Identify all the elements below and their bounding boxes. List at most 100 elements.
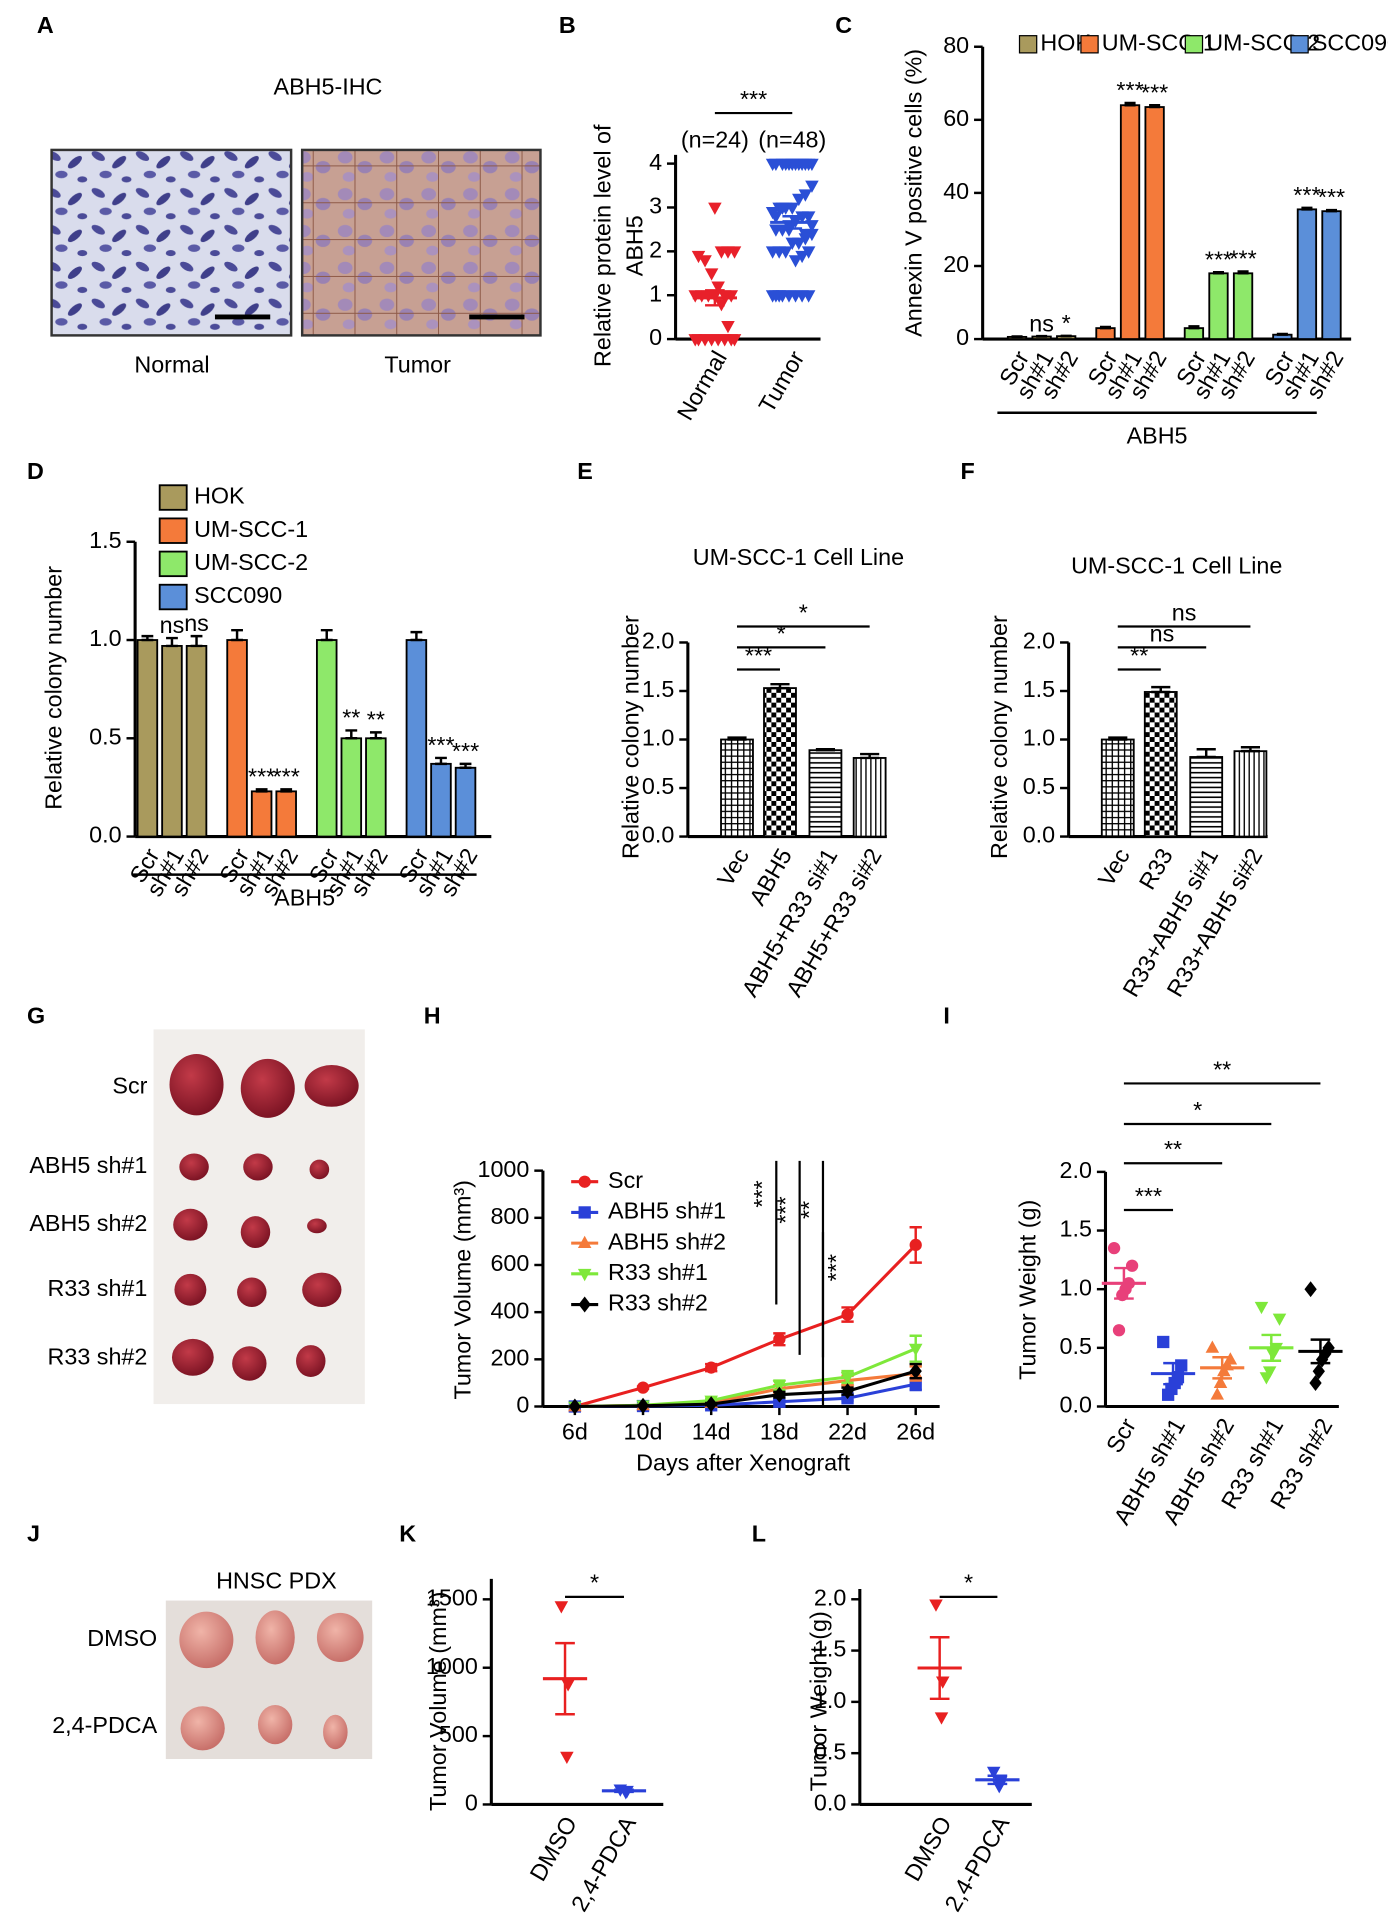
data-point xyxy=(568,1398,581,1415)
y-tick-label: 1000 xyxy=(426,1653,478,1679)
significance-label: *** xyxy=(823,1254,849,1281)
pdx-title: HNSC PDX xyxy=(216,1567,337,1593)
error-bar xyxy=(815,747,836,752)
data-point xyxy=(798,228,813,242)
legend-label: UM-SCC-1 xyxy=(194,516,308,542)
data-point xyxy=(714,246,729,259)
panel-letter: J xyxy=(27,1521,40,1547)
legend-swatch xyxy=(158,517,188,544)
row-label: ABH5 sh#1 xyxy=(29,1152,147,1178)
bar xyxy=(1119,104,1141,341)
significance-label: ** xyxy=(1213,1056,1231,1082)
error-bar xyxy=(1151,685,1171,694)
y-tick-label: 20 xyxy=(943,251,969,277)
significance-label: ns xyxy=(1150,620,1175,646)
error-bar xyxy=(1237,270,1249,275)
panel-letter: B xyxy=(559,12,576,38)
bar xyxy=(852,757,887,838)
bar xyxy=(226,639,248,838)
bar xyxy=(1100,738,1135,838)
data-point xyxy=(769,224,783,237)
data-point xyxy=(773,1333,786,1346)
data-point xyxy=(841,1308,854,1321)
y-tick-label: 1.0 xyxy=(814,1687,846,1713)
x-tick-label: Normal xyxy=(672,346,732,424)
y-tick-label: 0 xyxy=(649,324,662,350)
data-point xyxy=(929,1599,943,1612)
tumor xyxy=(174,1273,207,1306)
y-tick-label: 0 xyxy=(956,324,969,350)
data-point xyxy=(908,1343,923,1357)
y-axis-label: Tumor Volume (mm³) xyxy=(449,1180,475,1399)
significance-label: ** xyxy=(367,706,385,732)
error-bar xyxy=(320,628,333,642)
y-tick-label: 200 xyxy=(490,1344,529,1370)
error-bar xyxy=(770,682,790,690)
significance-label: *** xyxy=(773,1196,799,1223)
y-tick-label: 1.0 xyxy=(89,625,121,651)
significance-label: ** xyxy=(1130,642,1148,668)
legend-swatch xyxy=(158,484,188,511)
data-point xyxy=(769,158,783,171)
x-tick-label: 14d xyxy=(692,1419,731,1445)
data-point xyxy=(711,281,725,294)
significance-label: *** xyxy=(745,642,772,668)
y-tick-label: 60 xyxy=(943,105,969,131)
y-tick-label: 1.0 xyxy=(642,725,674,751)
y-tick-label: 800 xyxy=(490,1203,529,1229)
y-tick-label: 0.5 xyxy=(642,773,674,799)
tumor xyxy=(323,1714,348,1750)
tumor xyxy=(169,1053,224,1116)
bar xyxy=(1143,691,1178,838)
data-point xyxy=(1161,1388,1175,1401)
error-bar xyxy=(369,731,382,740)
y-axis-label: Tumor Volume (mm³) xyxy=(425,1592,451,1811)
y-tick-label: 0.5 xyxy=(89,723,121,749)
data-point xyxy=(775,202,790,215)
y-tick-label: 2.0 xyxy=(814,1584,846,1610)
data-point xyxy=(705,1396,718,1413)
bar xyxy=(808,749,843,838)
data-point xyxy=(769,290,783,303)
data-point xyxy=(1210,1387,1225,1400)
significance-label: *** xyxy=(273,763,300,789)
significance-label: ** xyxy=(342,705,360,731)
group-label: ABH5 xyxy=(1127,423,1188,449)
data-point xyxy=(1304,1281,1317,1298)
legend-swatch xyxy=(1018,35,1038,54)
tumor xyxy=(316,1612,364,1662)
data-point xyxy=(841,1383,854,1400)
error-bar xyxy=(410,630,423,642)
y-tick-label: 600 xyxy=(490,1250,529,1276)
bar xyxy=(1144,106,1165,341)
error-bar xyxy=(190,634,203,648)
legend-label: Scr xyxy=(608,1167,643,1193)
data-point xyxy=(1217,1363,1231,1377)
data-point xyxy=(1107,1241,1121,1255)
error-bar xyxy=(1276,332,1288,336)
bar xyxy=(1296,208,1318,341)
data-point xyxy=(1112,1324,1126,1337)
sem-bar xyxy=(1163,1361,1183,1386)
legend-swatch xyxy=(158,583,188,611)
error-bar xyxy=(1099,325,1112,330)
y-axis-label: Relative colony number xyxy=(618,615,644,859)
y-tick-label: 400 xyxy=(490,1297,529,1323)
x-axis-label: Days after Xenograft xyxy=(636,1449,850,1475)
y-tick-label: 2 xyxy=(649,237,662,263)
legend-label: SCC090 xyxy=(1312,29,1388,55)
error-bar xyxy=(141,634,154,642)
bar xyxy=(405,639,428,838)
y-tick-label: 0.5 xyxy=(1060,1333,1092,1359)
tumor xyxy=(171,1338,214,1376)
x-tick-label: 26d xyxy=(896,1419,935,1445)
significance-label: * xyxy=(1193,1097,1202,1123)
bar xyxy=(763,687,797,838)
y-tick-label: 2.0 xyxy=(1023,628,1055,654)
y-tick-label: 2.0 xyxy=(1060,1157,1092,1183)
y-tick-label: 0.5 xyxy=(814,1738,846,1764)
significance-label: *** xyxy=(1135,1183,1162,1209)
bar xyxy=(1183,327,1205,341)
